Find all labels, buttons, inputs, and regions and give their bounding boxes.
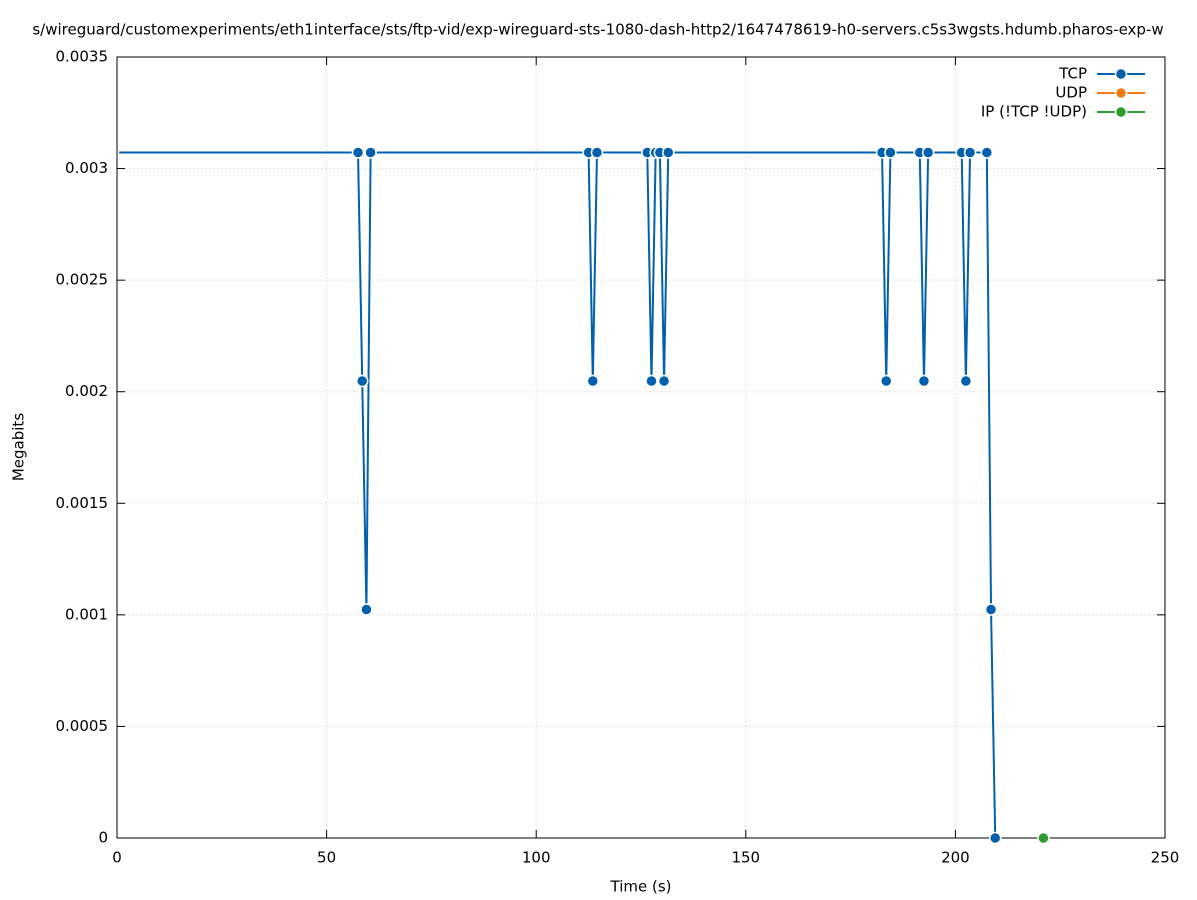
y-tick-label: 0.0025: [56, 271, 109, 289]
x-tick-label: 100: [522, 849, 551, 867]
point: [988, 831, 1002, 845]
point: [360, 603, 373, 616]
point: [921, 146, 935, 159]
point: [984, 603, 998, 616]
legend-label: IP (!TCP !UDP): [981, 103, 1087, 121]
x-tick-label: 200: [941, 849, 970, 867]
x-tick-label: 250: [1151, 849, 1180, 867]
series-line: [119, 151, 997, 839]
point: [980, 146, 994, 159]
legend-marker: [1114, 86, 1128, 100]
point: [884, 146, 897, 159]
point: [645, 374, 658, 388]
x-tick-label: 50: [317, 849, 336, 867]
point: [661, 146, 675, 159]
point: [364, 146, 377, 159]
y-tick-label: 0.002: [65, 382, 108, 400]
point: [917, 374, 931, 388]
y-tick-label: 0.0015: [56, 494, 109, 512]
legend-marker: [1114, 105, 1128, 119]
point: [586, 374, 600, 388]
point: [351, 146, 365, 159]
point: [1037, 831, 1050, 845]
point: [355, 374, 369, 388]
x-tick-label: 0: [112, 849, 122, 867]
x-tick-label: 150: [731, 849, 760, 867]
y-tick-label: 0: [98, 829, 108, 847]
legend-label: UDP: [1055, 84, 1087, 102]
legend-label: TCP: [1058, 65, 1087, 83]
point: [879, 374, 893, 388]
point: [590, 146, 604, 159]
plot-border: [116, 56, 1166, 839]
y-axis-label: Megabits: [10, 413, 28, 481]
chart-title: s/wireguard/customexperiments/eth1interf…: [32, 21, 1163, 39]
y-tick-label: 0.0035: [56, 48, 109, 66]
point: [657, 374, 671, 388]
point: [963, 146, 977, 159]
legend-marker: [1114, 67, 1128, 81]
y-tick-label: 0.001: [65, 605, 108, 623]
x-axis-label: Time (s): [610, 878, 672, 896]
y-tick-label: 0.0005: [56, 717, 109, 735]
y-tick-label: 0.003: [65, 159, 108, 177]
point: [959, 374, 973, 388]
